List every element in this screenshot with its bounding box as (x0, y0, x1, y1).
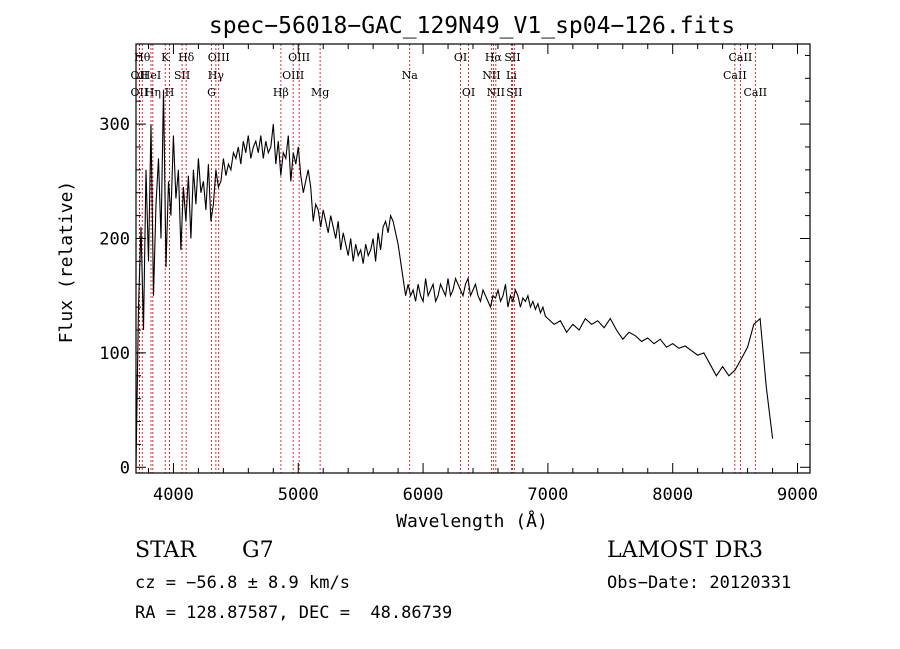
spectral-line-label: CaII (723, 69, 747, 82)
y-tick-label: 300 (99, 115, 130, 135)
spectral-line-label: OIII (288, 51, 310, 64)
spectral-line-label: Hδ (178, 51, 195, 64)
plot-axes (135, 43, 811, 474)
y-tick-label: 100 (99, 344, 130, 364)
spectral-line-label: Hγ (208, 69, 225, 82)
spectral-line-label: OII (131, 86, 149, 99)
spectral-line-label: CaII (729, 51, 753, 64)
spectral-line-label: SII (504, 51, 520, 64)
spectral-line-label: H (165, 86, 175, 99)
plot-frame (135, 43, 811, 474)
sky-coordinates: RA = 128.87587, DEC = 48.86739 (135, 603, 453, 623)
spectral-line-label: CaII (743, 86, 767, 99)
x-tick-label: 4000 (153, 485, 194, 505)
object-type: STAR (135, 538, 196, 563)
x-tick-label: 8000 (652, 485, 693, 505)
spectral-line-label: SII (174, 69, 190, 82)
flux-series-line (135, 89, 774, 468)
spectrum-trace (135, 89, 774, 468)
chart-title: spec−56018−GAC_129N49_V1_sp04−126.fits (209, 13, 735, 39)
y-axis-label: Flux (relative) (56, 181, 77, 344)
redshift-velocity: cz = −56.8 ± 8.9 km/s (135, 573, 350, 593)
spectral-line-label: OIII (282, 69, 304, 82)
x-tick-label: 9000 (777, 485, 818, 505)
spectral-line-label: OI (454, 51, 467, 64)
spectral-line-label: Na (402, 69, 419, 82)
object-subclass: G7 (242, 538, 274, 563)
spectral-line-label: Hθ (134, 51, 151, 64)
spectral-line-label: Li (506, 69, 517, 82)
spectral-line-label: OIII (208, 51, 230, 64)
x-tick-label: 7000 (527, 485, 568, 505)
y-tick-label: 200 (99, 229, 130, 249)
spectral-line-label: NII (482, 69, 500, 82)
x-tick-label: 5000 (278, 485, 319, 505)
observation-date: Obs−Date: 20120331 (607, 573, 792, 593)
spectral-line-label: Hβ (273, 86, 289, 99)
spectral-line-label: Hη (145, 86, 161, 99)
spectral-line-label: OI (462, 86, 475, 99)
spectral-line-label: HeI (141, 69, 161, 82)
spectral-line-label: SII (506, 86, 522, 99)
spectral-line-label: Mg (311, 86, 329, 99)
spectral-line-label: OII (131, 69, 149, 82)
survey-name: LAMOST DR3 (607, 538, 763, 563)
spectral-line-label: K (161, 51, 170, 64)
spectrum-chart: spec−56018−GAC_129N49_V1_sp04−126.fits H… (56, 13, 818, 532)
spectral-line-label: G (207, 86, 216, 99)
spectral-line-label: Hα (485, 51, 503, 64)
y-tick-label: 0 (120, 458, 130, 478)
spectral-line-label: NII (487, 86, 505, 99)
spectral-line-markers (138, 44, 756, 473)
x-axis-label: Wavelength (Å) (396, 510, 548, 532)
x-tick-label: 6000 (403, 485, 444, 505)
axis-ticks: 4000 5000 6000 7000 8000 9000 0 100 200 300 (99, 44, 818, 505)
